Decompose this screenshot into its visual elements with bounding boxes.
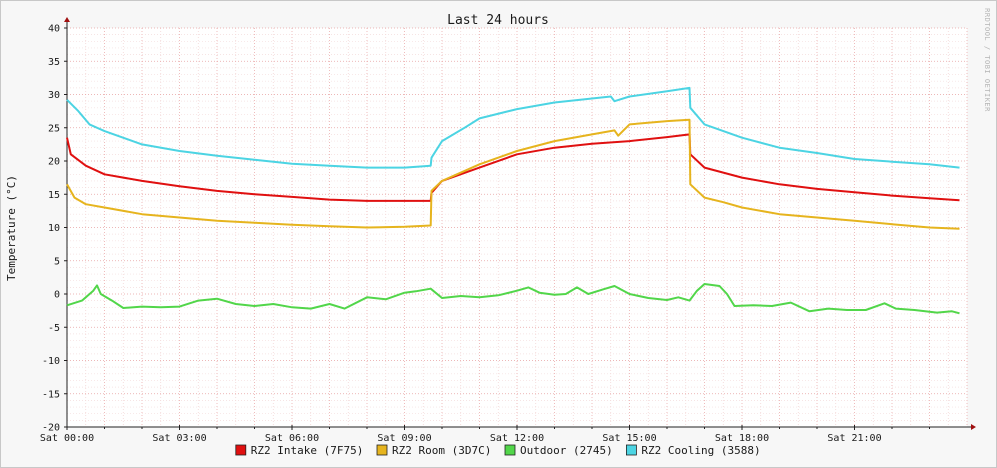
y-tick-label: -5: [48, 323, 60, 334]
x-tick-label: Sat 18:00: [715, 433, 769, 444]
y-tick-label: 40: [48, 24, 60, 35]
y-axis-arrow: [64, 17, 70, 22]
y-tick-label: -15: [42, 389, 60, 400]
watermark: RRDTOOL / TOBI OETIKER: [983, 8, 991, 112]
y-tick-label: 25: [48, 123, 60, 134]
chart-title: Last 24 hours: [447, 13, 549, 28]
x-tick-label: Sat 03:00: [152, 433, 206, 444]
x-tick-label: Sat 00:00: [40, 433, 94, 444]
y-tick-label: 10: [48, 223, 60, 234]
legend-label: RZ2 Intake (7F75): [251, 444, 364, 457]
y-axis-label: Temperature (°C): [5, 175, 18, 281]
series-line-3: [66, 283, 960, 315]
legend-label: RZ2 Room (3D7C): [392, 444, 491, 457]
x-tick-label: Sat 21:00: [827, 433, 881, 444]
legend-swatch: [626, 444, 637, 456]
series-line-4: [66, 86, 960, 169]
series-line-2: [66, 118, 960, 230]
x-axis-arrow: [971, 424, 976, 430]
series-line-1: [66, 133, 960, 202]
y-tick-label: 5: [54, 256, 60, 267]
legend-swatch: [504, 444, 516, 456]
x-tick-label: Sat 12:00: [490, 433, 544, 444]
legend-label: RZ2 Cooling (3588): [641, 444, 760, 457]
x-tick-label: Sat 09:00: [377, 433, 431, 444]
legend-swatch: [235, 444, 247, 456]
y-tick-label: 20: [48, 157, 60, 168]
x-tick-label: Sat 06:00: [265, 433, 319, 444]
legend-swatch: [376, 444, 388, 456]
x-tick-label: Sat 15:00: [602, 433, 656, 444]
legend-label: Outdoor (2745): [520, 444, 613, 457]
y-tick-label: 15: [48, 190, 60, 201]
y-tick-label: -20: [42, 423, 60, 434]
y-tick-label: 35: [48, 57, 60, 68]
y-tick-label: 0: [54, 290, 60, 301]
y-tick-label: 30: [48, 90, 60, 101]
y-tick-label: -10: [42, 356, 60, 367]
